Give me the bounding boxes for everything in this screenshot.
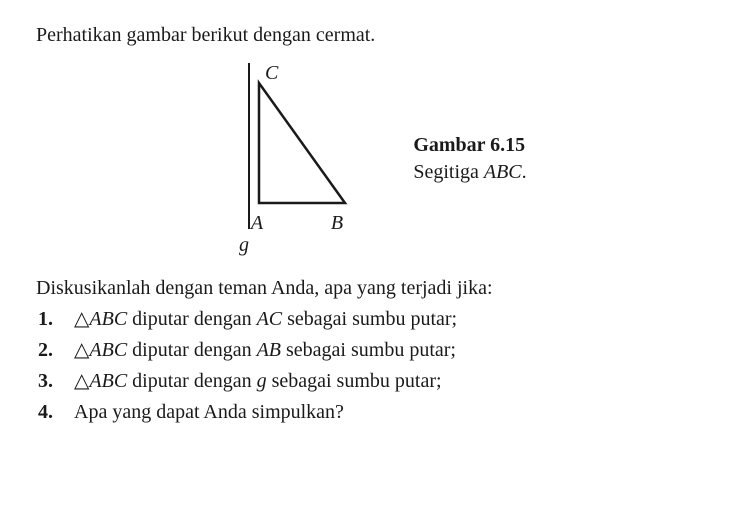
item-number: 1. xyxy=(38,306,74,333)
list-item: 3. △ABC diputar dengan g sebagai sumbu p… xyxy=(38,368,716,395)
list-item: 2. △ABC diputar dengan AB sebagai sumbu … xyxy=(38,337,716,364)
item-number: 4. xyxy=(38,399,74,426)
item-text: △ABC diputar dengan AB sebagai sumbu put… xyxy=(74,337,716,364)
item-suffix: sebagai sumbu putar; xyxy=(267,370,442,392)
tri-symbol: △ xyxy=(74,308,89,330)
figure-area: C A B g Gambar 6.15 Segitiga ABC. xyxy=(36,59,716,259)
label-b: B xyxy=(331,212,343,234)
items-list: 1. △ABC diputar dengan AC sebagai sumbu … xyxy=(36,306,716,426)
caption-sub-em: ABC xyxy=(484,161,522,183)
item-mid: diputar dengan xyxy=(127,370,256,392)
caption-title: Gambar 6.15 xyxy=(413,132,526,159)
item-number: 3. xyxy=(38,368,74,395)
triangle-figure: C A B g xyxy=(225,59,385,259)
item-em2: AC xyxy=(257,308,283,330)
item-em2: AB xyxy=(257,339,281,361)
label-a: A xyxy=(249,212,264,234)
label-c: C xyxy=(265,62,279,84)
item-mid: diputar dengan xyxy=(127,339,256,361)
figure-caption: Gambar 6.15 Segitiga ABC. xyxy=(413,132,526,186)
label-g: g xyxy=(239,234,249,256)
item-em1: ABC xyxy=(89,339,127,361)
caption-sub-prefix: Segitiga xyxy=(413,161,484,183)
item-text: Apa yang dapat Anda simpulkan? xyxy=(74,399,716,426)
caption-sub-suffix: . xyxy=(522,161,527,183)
item-mid: diputar dengan xyxy=(127,308,256,330)
caption-subtitle: Segitiga ABC. xyxy=(413,159,526,186)
tri-symbol: △ xyxy=(74,339,89,361)
item-text: △ABC diputar dengan g sebagai sumbu puta… xyxy=(74,368,716,395)
instruction-text: Perhatikan gambar berikut dengan cermat. xyxy=(36,24,716,47)
item-mid: Apa yang dapat Anda simpulkan? xyxy=(74,401,344,423)
triangle-abc xyxy=(259,83,345,203)
item-em1: ABC xyxy=(89,308,127,330)
item-em2: g xyxy=(257,370,267,392)
item-suffix: sebagai sumbu putar; xyxy=(281,339,456,361)
item-text: △ABC diputar dengan AC sebagai sumbu put… xyxy=(74,306,716,333)
item-suffix: sebagai sumbu putar; xyxy=(282,308,457,330)
list-item: 1. △ABC diputar dengan AC sebagai sumbu … xyxy=(38,306,716,333)
tri-symbol: △ xyxy=(74,370,89,392)
discuss-text: Diskusikanlah dengan teman Anda, apa yan… xyxy=(36,277,716,300)
list-item: 4. Apa yang dapat Anda simpulkan? xyxy=(38,399,716,426)
item-number: 2. xyxy=(38,337,74,364)
item-em1: ABC xyxy=(89,370,127,392)
